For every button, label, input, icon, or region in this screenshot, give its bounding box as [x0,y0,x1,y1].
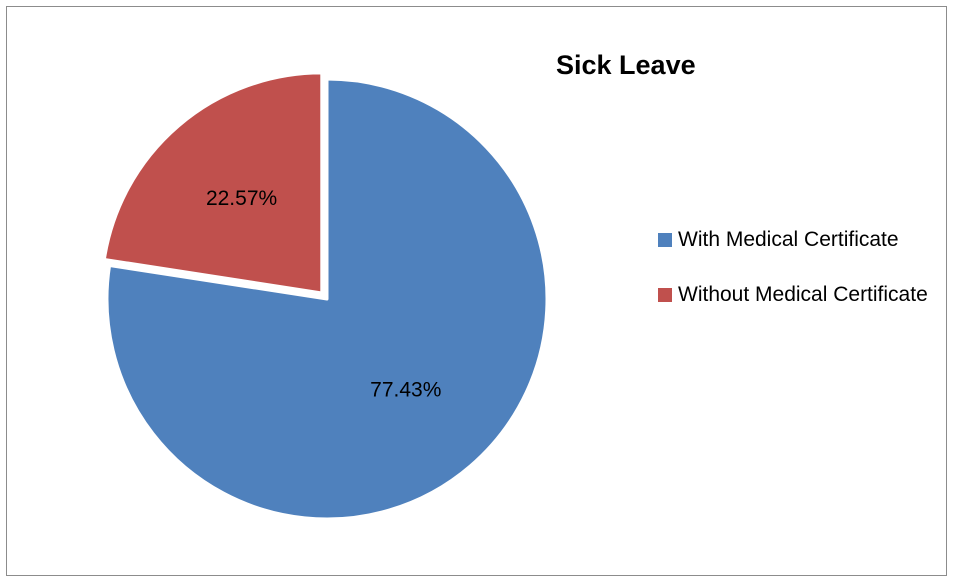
pie-slice-without-medical-certificate [104,73,321,293]
legend-label-without-certificate: Without Medical Certificate [678,283,928,306]
chart-title: Sick Leave [556,50,696,81]
legend-swatch-with-certificate [658,233,672,247]
legend: With Medical Certificate Without Medical… [658,226,943,309]
legend-item-with-certificate: With Medical Certificate [658,226,943,254]
legend-label-with-certificate: With Medical Certificate [678,228,899,251]
legend-swatch-without-certificate [658,288,672,302]
data-label-with-medical-certificate: 77.43% [370,378,441,401]
data-label-without-medical-certificate: 22.57% [206,187,277,210]
legend-item-without-certificate: Without Medical Certificate [658,281,943,309]
